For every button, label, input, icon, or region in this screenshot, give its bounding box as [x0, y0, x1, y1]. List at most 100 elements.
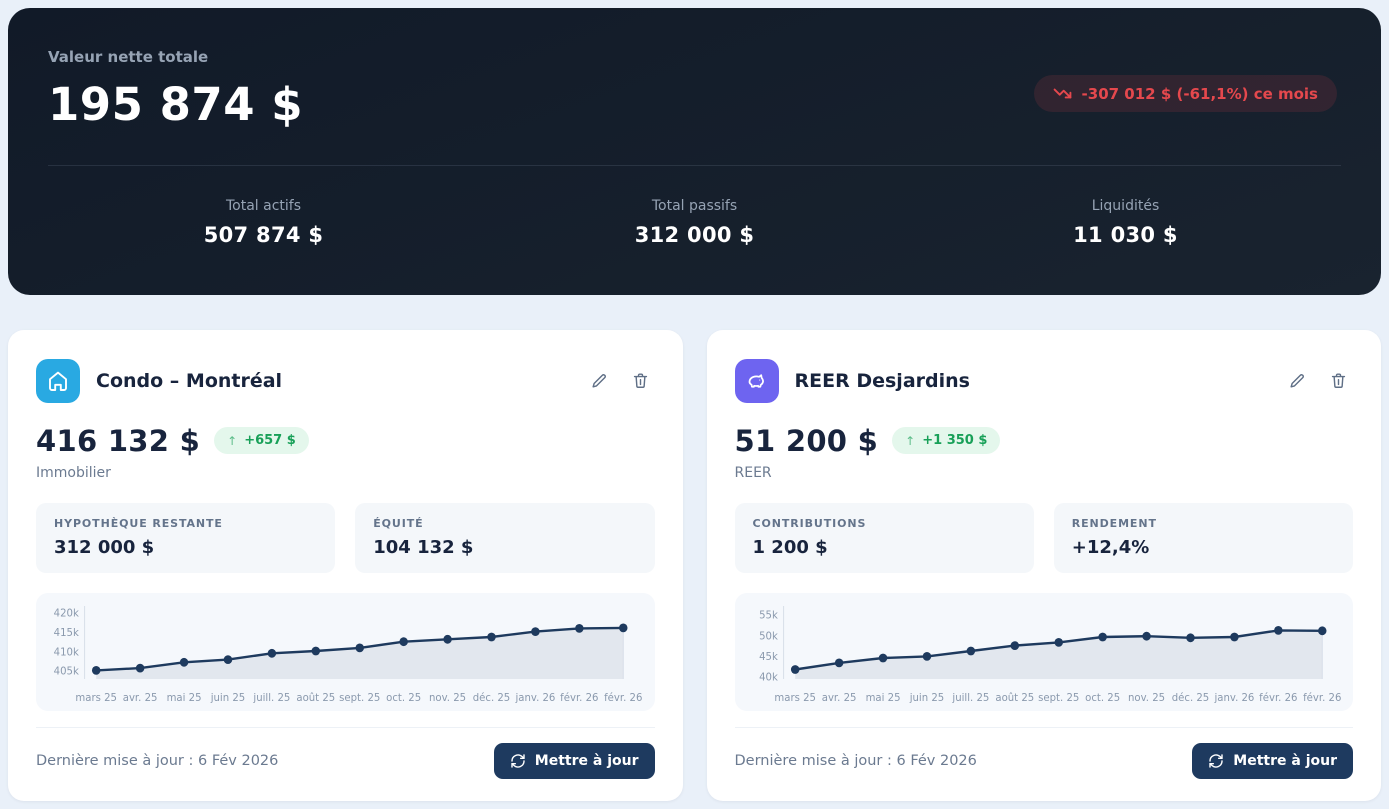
- change-pill: ↑ +657 $: [214, 427, 309, 455]
- update-button-label: Mettre à jour: [1233, 752, 1337, 769]
- pencil-icon: [1290, 374, 1304, 388]
- asset-value: 416 132 $: [36, 423, 201, 458]
- stat-label: HYPOTHÈQUE RESTANTE: [54, 516, 223, 530]
- summary-stats-row: Total actifs 507 874 $ Total passifs 312…: [48, 198, 1341, 247]
- svg-text:juill. 25: juill. 25: [951, 691, 989, 703]
- svg-text:mars 25: mars 25: [75, 691, 117, 703]
- update-button-label: Mettre à jour: [534, 752, 639, 769]
- net-worth-summary-card: Valeur nette totale 195 874 $ -307 012 $…: [8, 8, 1381, 295]
- stat-value: 507 874 $: [203, 223, 324, 247]
- svg-text:févr. 26: févr. 26: [560, 691, 598, 703]
- stat-value: 1 200 $: [752, 536, 828, 558]
- svg-text:janv. 26: janv. 26: [514, 691, 555, 703]
- asset-value: 51 200 $: [734, 423, 879, 458]
- svg-text:415k: 415k: [54, 626, 79, 638]
- svg-text:oct. 25: oct. 25: [386, 691, 421, 703]
- value-row: 416 132 $ ↑ +657 $: [36, 424, 655, 458]
- stat-value: 312 000 $: [634, 223, 755, 247]
- svg-text:45k: 45k: [759, 650, 778, 662]
- piggy-bank-icon: [734, 358, 779, 403]
- svg-text:420k: 420k: [54, 607, 79, 619]
- card-footer: Dernière mise à jour : 6 Fév 2026 Mettre…: [734, 742, 1353, 779]
- stat-label: ÉQUITÉ: [373, 516, 424, 530]
- arrow-up-icon: ↑: [905, 433, 916, 448]
- stat-value: +12,4%: [1071, 536, 1150, 558]
- svg-text:40k: 40k: [759, 671, 778, 683]
- delete-button[interactable]: [626, 366, 655, 395]
- last-updated-text: Dernière mise à jour : 6 Fév 2026: [36, 752, 279, 769]
- asset-cards-row: Condo – Montréal 416 132 $ ↑ +657 $: [8, 330, 1381, 801]
- delete-button[interactable]: [1324, 366, 1353, 395]
- svg-text:405k: 405k: [54, 665, 79, 677]
- stat-rendement: RENDEMENT +12,4%: [1053, 502, 1353, 573]
- stat-label: RENDEMENT: [1071, 516, 1157, 530]
- card-title: Condo – Montréal: [96, 369, 283, 392]
- svg-text:mai 25: mai 25: [865, 691, 900, 703]
- refresh-icon: [1209, 753, 1223, 768]
- update-button[interactable]: Mettre à jour: [493, 742, 655, 779]
- asset-card-reer: REER Desjardins 51 200 $ ↑ +1 350 $: [706, 330, 1381, 801]
- pencil-icon: [591, 374, 606, 388]
- svg-text:juin 25: juin 25: [908, 691, 944, 703]
- house-icon: [36, 358, 80, 403]
- trash-icon: [1331, 373, 1346, 389]
- stat-label: Total passifs: [651, 198, 738, 214]
- svg-text:mai 25: mai 25: [167, 691, 202, 703]
- stat-liquidites: Liquidités 11 030 $: [910, 198, 1341, 247]
- asset-card-condo: Condo – Montréal 416 132 $ ↑ +657 $: [8, 330, 683, 801]
- svg-text:avr. 25: avr. 25: [821, 691, 856, 703]
- change-pill: ↑ +1 350 $: [892, 427, 1001, 455]
- stat-value: 312 000 $: [54, 536, 155, 558]
- value-history-chart[interactable]: 40k 45k 50k 55k mars 25 avr. 25 mai 25 juin 25 j…: [734, 592, 1353, 711]
- svg-text:sept. 25: sept. 25: [1038, 691, 1079, 703]
- card-header: Condo – Montréal: [36, 354, 655, 408]
- svg-text:août 25: août 25: [995, 691, 1034, 703]
- edit-button[interactable]: [585, 366, 614, 395]
- chart-canvas: 405k 410k 415k 420k mars 25 avr. 25 mai 25 juin…: [54, 605, 642, 704]
- trash-icon: [633, 373, 647, 389]
- card-footer: Dernière mise à jour : 6 Fév 2026 Mettre…: [36, 742, 655, 779]
- card-header: REER Desjardins: [734, 354, 1354, 408]
- stat-value: 11 030 $: [1073, 223, 1178, 247]
- asset-category: REER: [734, 464, 772, 481]
- value-row: 51 200 $ ↑ +1 350 $: [735, 424, 1354, 458]
- card-stats: HYPOTHÈQUE RESTANTE 312 000 $ ÉQUITÉ 104…: [36, 502, 655, 573]
- card-actions: [585, 366, 655, 395]
- card-stats: CONTRIBUTIONS 1 200 $ RENDEMENT +12,4%: [734, 502, 1353, 573]
- svg-text:févr. 26: févr. 26: [1303, 691, 1341, 703]
- svg-text:janv. 26: janv. 26: [1213, 691, 1254, 703]
- svg-text:410k: 410k: [54, 646, 79, 658]
- last-updated-text: Dernière mise à jour : 6 Fév 2026: [734, 752, 977, 769]
- monthly-change-text: -307 012 $ (-61,1%) ce mois: [1081, 84, 1318, 103]
- summary-divider: [48, 165, 1341, 166]
- value-history-chart[interactable]: 405k 410k 415k 420k mars 25 avr. 25 mai 25 juin…: [36, 592, 655, 711]
- svg-text:févr. 26: févr. 26: [1259, 691, 1297, 703]
- net-worth-value: 195 874 $: [48, 78, 304, 131]
- arrow-up-icon: ↑: [227, 433, 238, 448]
- card-actions: [1283, 366, 1353, 395]
- svg-text:déc. 25: déc. 25: [1171, 691, 1209, 703]
- card-footer-divider: [734, 726, 1353, 728]
- update-button[interactable]: Mettre à jour: [1192, 742, 1353, 779]
- svg-text:nov. 25: nov. 25: [429, 691, 466, 703]
- svg-text:nov. 25: nov. 25: [1128, 691, 1165, 703]
- change-amount: +1 350 $: [922, 433, 988, 449]
- svg-text:août 25: août 25: [296, 691, 335, 703]
- svg-text:55k: 55k: [759, 609, 778, 621]
- svg-text:déc. 25: déc. 25: [473, 691, 511, 703]
- refresh-icon: [511, 753, 525, 768]
- edit-button[interactable]: [1283, 366, 1312, 395]
- stat-hypotheque: HYPOTHÈQUE RESTANTE 312 000 $: [36, 502, 336, 573]
- svg-text:oct. 25: oct. 25: [1085, 691, 1120, 703]
- change-amount: +657 $: [244, 433, 296, 449]
- card-title: REER Desjardins: [794, 369, 970, 392]
- svg-text:50k: 50k: [759, 630, 778, 642]
- svg-text:mars 25: mars 25: [774, 691, 816, 703]
- svg-text:avr. 25: avr. 25: [123, 691, 158, 703]
- net-worth-label: Valeur nette totale: [48, 48, 209, 66]
- trending-down-icon: [1053, 84, 1072, 103]
- stat-equite: ÉQUITÉ 104 132 $: [355, 502, 655, 573]
- stat-value: 104 132 $: [373, 536, 474, 558]
- svg-text:sept. 25: sept. 25: [339, 691, 380, 703]
- asset-category: Immobilier: [36, 464, 111, 481]
